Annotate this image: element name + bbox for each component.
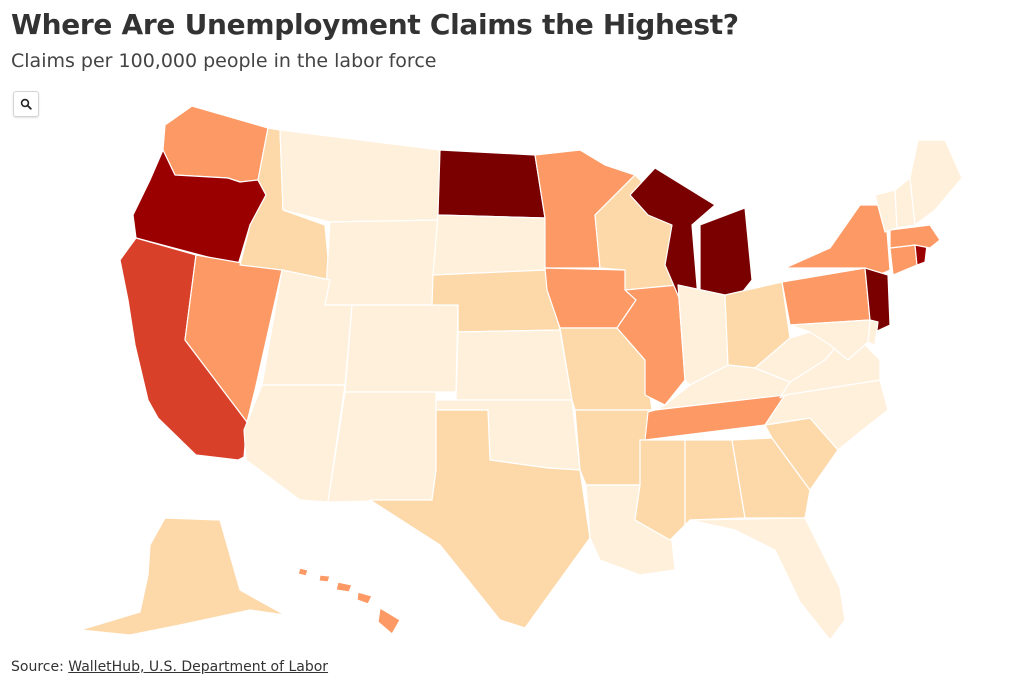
state-ia[interactable] [544,267,637,329]
source-link[interactable]: WalletHub, U.S. Department of Labor [68,659,329,675]
state-ak[interactable] [79,517,286,636]
state-az[interactable] [243,384,346,503]
state-ct[interactable] [889,244,918,276]
state-fl[interactable] [689,517,846,641]
page-subtitle: Claims per 100,000 people in the labor f… [11,50,437,72]
states-layer [79,105,963,641]
source-prefix: Source: [11,659,69,675]
state-wa[interactable] [162,105,269,183]
state-me[interactable] [909,139,963,226]
magnifier-icon [20,98,32,110]
state-hi[interactable] [297,567,401,635]
state-tx[interactable] [369,409,591,629]
state-md[interactable] [789,319,871,361]
state-tn[interactable] [644,394,786,441]
source-note: Source: WalletHub, U.S. Department of La… [11,659,328,675]
state-nd[interactable] [437,149,546,219]
state-nm[interactable] [327,391,437,503]
state-sd[interactable] [432,214,548,276]
us-choropleth-map [79,105,963,641]
state-ny[interactable] [784,204,891,279]
state-nj[interactable] [864,267,891,333]
zoom-button[interactable] [13,91,39,117]
state-pa[interactable] [781,267,871,326]
state-ma[interactable] [889,224,941,249]
state-mt[interactable] [279,129,441,223]
state-co[interactable] [344,304,459,393]
page-title: Where Are Unemployment Claims the Highes… [11,8,739,41]
state-ri[interactable] [914,244,928,266]
state-ks[interactable] [455,329,573,401]
state-wy[interactable] [324,219,439,306]
state-ga[interactable] [731,437,811,519]
